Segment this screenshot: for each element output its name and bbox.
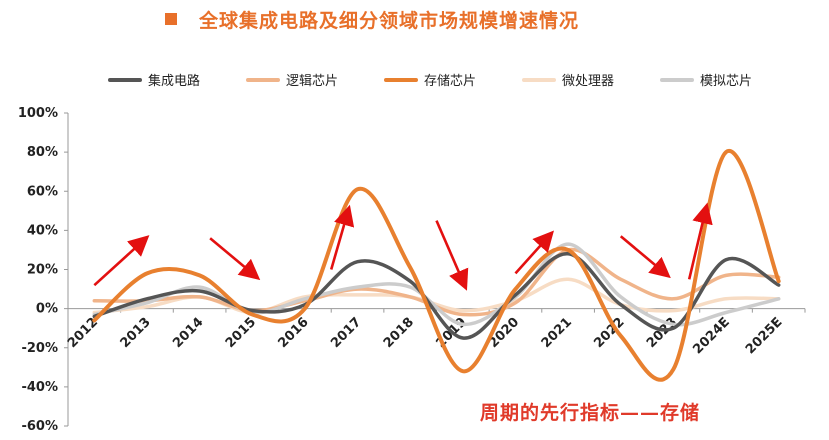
x-tick-label: 2013: [118, 315, 154, 351]
x-tick-label: 2021: [539, 315, 575, 351]
series-line-1: [92, 252, 781, 340]
y-tick-label: 0%: [36, 302, 58, 317]
trend-arrows: [93, 202, 713, 291]
y-tick-label: -60%: [21, 419, 58, 434]
y-tick-label: 100%: [18, 106, 58, 121]
legend-label: 微处理器: [562, 74, 614, 89]
x-tick-label: 2025E: [743, 315, 785, 357]
y-tick-label: 20%: [27, 263, 58, 278]
legend-label: 集成电路: [148, 73, 200, 89]
trend-arrow: [687, 202, 713, 280]
y-tick-label: -40%: [21, 380, 58, 395]
x-tick-label: 2017: [328, 315, 364, 351]
x-tick-label: 2015: [223, 315, 259, 351]
title-square-icon: [165, 13, 177, 25]
trend-arrow: [619, 235, 671, 279]
legend-label: 逻辑芯片: [286, 74, 338, 89]
y-tick-label: 60%: [27, 184, 58, 199]
trend-arrow: [329, 204, 355, 270]
legend: 集成电路 逻辑芯片 存储芯片 微处理器 模拟芯片: [108, 73, 752, 89]
x-tick-label: 2018: [381, 315, 417, 351]
y-tick-label: -20%: [21, 341, 58, 356]
y-tick-label: 80%: [27, 145, 58, 160]
legend-label: 模拟芯片: [700, 74, 752, 89]
series-line-3: [92, 148, 781, 382]
series-line-5: [92, 242, 781, 327]
chart-title: 全球集成电路及细分领域市场规模增速情况: [199, 9, 580, 32]
trend-arrow: [435, 220, 469, 291]
trend-arrow: [209, 237, 261, 281]
series-layer: [92, 148, 781, 382]
y-tick-label: 40%: [27, 223, 58, 238]
trend-arrow: [93, 235, 150, 287]
series-line-2: [92, 247, 781, 317]
legend-label: 存储芯片: [424, 74, 476, 89]
chart-title-block: 全球集成电路及细分领域市场规模增速情况: [165, 6, 579, 32]
trend-arrow: [514, 230, 554, 275]
x-tick-label: 2014: [170, 315, 206, 351]
chart-annotation: 周期的先行指标——存储: [480, 402, 701, 424]
